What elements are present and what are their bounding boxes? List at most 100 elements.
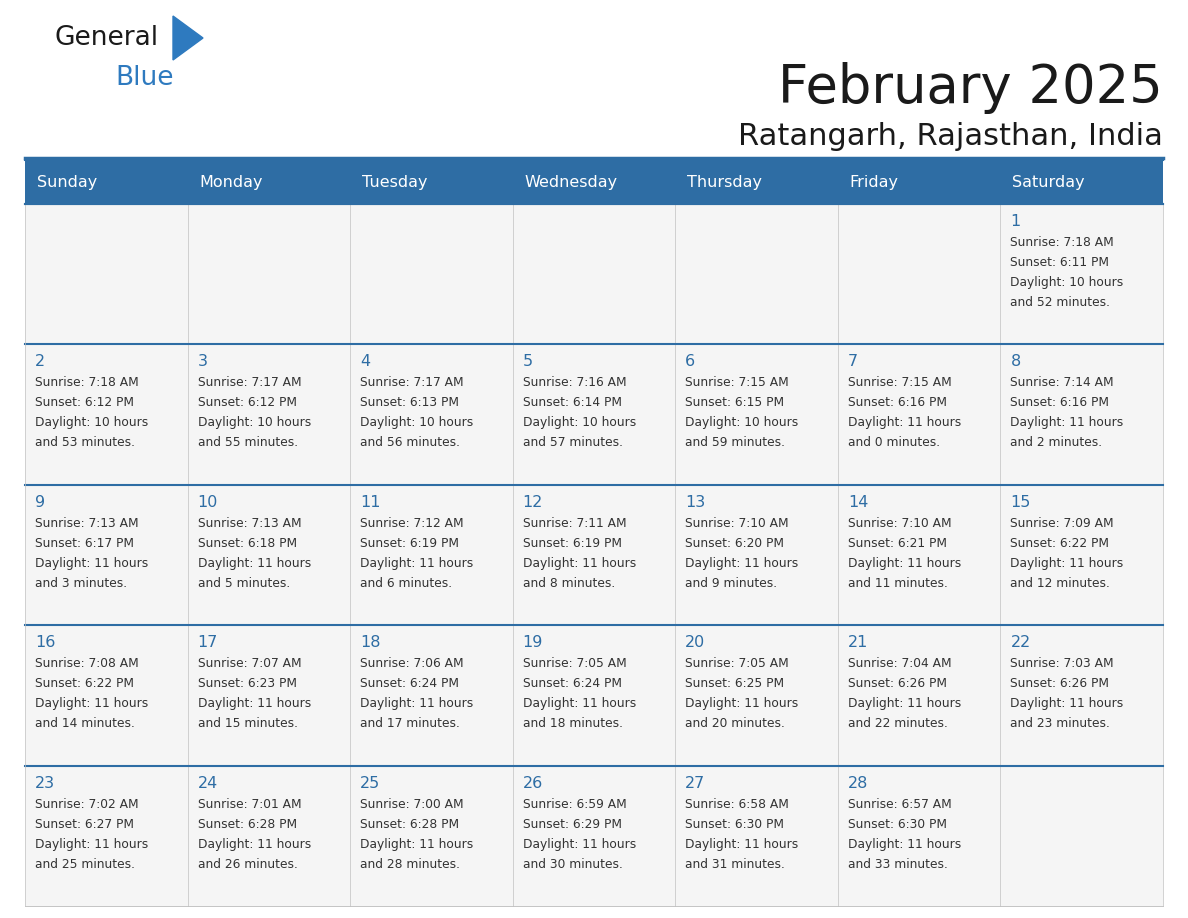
Text: Sunset: 6:14 PM: Sunset: 6:14 PM	[523, 397, 621, 409]
Bar	[25, 485, 188, 625]
Text: Sunset: 6:28 PM: Sunset: 6:28 PM	[360, 818, 460, 831]
Text: and 33 minutes.: and 33 minutes.	[848, 857, 948, 870]
Bar	[1000, 160, 1163, 204]
Text: Friday: Friday	[849, 174, 899, 189]
Bar	[513, 485, 675, 625]
Text: 23: 23	[34, 776, 55, 790]
Bar	[675, 344, 838, 485]
Text: Sunrise: 6:57 AM: Sunrise: 6:57 AM	[848, 798, 952, 811]
Bar	[25, 344, 188, 485]
Text: Sunset: 6:17 PM: Sunset: 6:17 PM	[34, 537, 134, 550]
Bar	[1000, 204, 1163, 344]
Text: Daylight: 11 hours: Daylight: 11 hours	[848, 837, 961, 851]
Text: Sunset: 6:24 PM: Sunset: 6:24 PM	[360, 677, 459, 690]
Text: and 59 minutes.: and 59 minutes.	[685, 436, 785, 450]
Text: 6: 6	[685, 354, 695, 369]
Polygon shape	[173, 16, 203, 60]
Text: Sunrise: 6:59 AM: Sunrise: 6:59 AM	[523, 798, 626, 811]
Text: Daylight: 10 hours: Daylight: 10 hours	[34, 417, 148, 430]
Text: Sunrise: 7:17 AM: Sunrise: 7:17 AM	[197, 376, 302, 389]
Bar	[25, 625, 188, 766]
Text: General: General	[55, 25, 159, 51]
Text: Sunrise: 7:11 AM: Sunrise: 7:11 AM	[523, 517, 626, 530]
Text: Sunrise: 7:09 AM: Sunrise: 7:09 AM	[1011, 517, 1114, 530]
Text: Sunrise: 7:13 AM: Sunrise: 7:13 AM	[34, 517, 139, 530]
Text: Daylight: 11 hours: Daylight: 11 hours	[1011, 697, 1124, 711]
Text: 11: 11	[360, 495, 380, 509]
Bar	[513, 204, 675, 344]
Text: Daylight: 10 hours: Daylight: 10 hours	[685, 417, 798, 430]
Text: Sunday: Sunday	[37, 174, 97, 189]
Text: Sunrise: 7:06 AM: Sunrise: 7:06 AM	[360, 657, 463, 670]
Text: Sunset: 6:22 PM: Sunset: 6:22 PM	[1011, 537, 1110, 550]
Text: Sunset: 6:22 PM: Sunset: 6:22 PM	[34, 677, 134, 690]
Text: 26: 26	[523, 776, 543, 790]
Text: Sunset: 6:18 PM: Sunset: 6:18 PM	[197, 537, 297, 550]
Bar	[188, 625, 350, 766]
Text: Sunset: 6:19 PM: Sunset: 6:19 PM	[523, 537, 621, 550]
Text: Sunrise: 7:00 AM: Sunrise: 7:00 AM	[360, 798, 463, 811]
Text: Daylight: 10 hours: Daylight: 10 hours	[197, 417, 311, 430]
Bar	[350, 160, 513, 204]
Text: Sunrise: 7:16 AM: Sunrise: 7:16 AM	[523, 376, 626, 389]
Text: Daylight: 11 hours: Daylight: 11 hours	[1011, 557, 1124, 570]
Text: Sunset: 6:26 PM: Sunset: 6:26 PM	[1011, 677, 1110, 690]
Text: and 25 minutes.: and 25 minutes.	[34, 857, 135, 870]
Text: Daylight: 11 hours: Daylight: 11 hours	[523, 837, 636, 851]
Text: 3: 3	[197, 354, 208, 369]
Bar	[188, 160, 350, 204]
Text: Daylight: 11 hours: Daylight: 11 hours	[685, 557, 798, 570]
Text: Sunrise: 7:17 AM: Sunrise: 7:17 AM	[360, 376, 463, 389]
Bar	[188, 485, 350, 625]
Bar	[350, 344, 513, 485]
Text: and 31 minutes.: and 31 minutes.	[685, 857, 785, 870]
Text: Daylight: 11 hours: Daylight: 11 hours	[685, 837, 798, 851]
Text: Daylight: 11 hours: Daylight: 11 hours	[523, 557, 636, 570]
Text: and 22 minutes.: and 22 minutes.	[848, 717, 948, 730]
Text: and 56 minutes.: and 56 minutes.	[360, 436, 460, 450]
Text: 24: 24	[197, 776, 217, 790]
Bar	[188, 766, 350, 906]
Bar	[1000, 344, 1163, 485]
Text: Sunrise: 7:13 AM: Sunrise: 7:13 AM	[197, 517, 302, 530]
Text: Daylight: 11 hours: Daylight: 11 hours	[197, 837, 311, 851]
Bar	[188, 344, 350, 485]
Text: Sunrise: 7:01 AM: Sunrise: 7:01 AM	[197, 798, 302, 811]
Text: Daylight: 11 hours: Daylight: 11 hours	[848, 697, 961, 711]
Text: Wednesday: Wednesday	[525, 174, 618, 189]
Text: Sunrise: 7:05 AM: Sunrise: 7:05 AM	[523, 657, 626, 670]
Text: Sunrise: 7:12 AM: Sunrise: 7:12 AM	[360, 517, 463, 530]
Bar	[1000, 625, 1163, 766]
Text: Daylight: 11 hours: Daylight: 11 hours	[848, 417, 961, 430]
Text: Daylight: 10 hours: Daylight: 10 hours	[1011, 276, 1124, 289]
Text: 27: 27	[685, 776, 706, 790]
Text: and 30 minutes.: and 30 minutes.	[523, 857, 623, 870]
Text: 8: 8	[1011, 354, 1020, 369]
Text: Daylight: 11 hours: Daylight: 11 hours	[685, 697, 798, 711]
Text: Saturday: Saturday	[1012, 174, 1085, 189]
Text: Sunset: 6:30 PM: Sunset: 6:30 PM	[848, 818, 947, 831]
Text: and 2 minutes.: and 2 minutes.	[1011, 436, 1102, 450]
Text: Sunrise: 7:02 AM: Sunrise: 7:02 AM	[34, 798, 139, 811]
Text: and 52 minutes.: and 52 minutes.	[1011, 296, 1111, 309]
Bar	[675, 160, 838, 204]
Text: Sunrise: 7:14 AM: Sunrise: 7:14 AM	[1011, 376, 1114, 389]
Text: and 57 minutes.: and 57 minutes.	[523, 436, 623, 450]
Text: and 0 minutes.: and 0 minutes.	[848, 436, 940, 450]
Bar	[188, 204, 350, 344]
Text: and 8 minutes.: and 8 minutes.	[523, 577, 615, 589]
Text: 5: 5	[523, 354, 533, 369]
Bar	[1000, 766, 1163, 906]
Text: and 14 minutes.: and 14 minutes.	[34, 717, 135, 730]
Text: Sunset: 6:12 PM: Sunset: 6:12 PM	[34, 397, 134, 409]
Text: 15: 15	[1011, 495, 1031, 509]
Text: and 23 minutes.: and 23 minutes.	[1011, 717, 1111, 730]
Text: and 20 minutes.: and 20 minutes.	[685, 717, 785, 730]
Text: Daylight: 11 hours: Daylight: 11 hours	[34, 837, 148, 851]
Text: Sunrise: 7:03 AM: Sunrise: 7:03 AM	[1011, 657, 1114, 670]
Text: Daylight: 11 hours: Daylight: 11 hours	[848, 557, 961, 570]
Text: Daylight: 11 hours: Daylight: 11 hours	[197, 697, 311, 711]
Text: Thursday: Thursday	[688, 174, 763, 189]
Text: Sunset: 6:26 PM: Sunset: 6:26 PM	[848, 677, 947, 690]
Text: Daylight: 11 hours: Daylight: 11 hours	[34, 557, 148, 570]
